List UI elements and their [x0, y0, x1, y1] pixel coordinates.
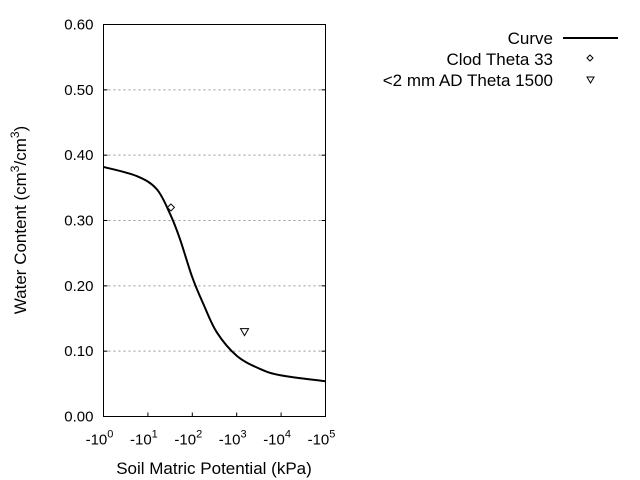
x-tick-label: -102	[174, 429, 202, 449]
y-tick-label: 0.10	[64, 343, 93, 360]
x-axis-label: Soil Matric Potential (kPa)	[116, 459, 312, 478]
x-tick-base: -10	[219, 432, 241, 449]
x-axis: -100 -101 -102 -103 -104 -105	[86, 412, 336, 449]
legend-diamond-icon	[586, 54, 594, 62]
grid	[103, 89, 326, 352]
y-label-sup: 3	[8, 165, 22, 172]
y-tick-label: 0.40	[64, 147, 93, 164]
legend: Curve Clod Theta 33 <2 mm AD Theta 1500	[383, 29, 618, 90]
x-tick-label: -100	[86, 429, 114, 449]
x-tick-base: -10	[130, 432, 152, 449]
y-tick-label: 0.30	[64, 213, 93, 230]
plot-frame	[103, 24, 326, 417]
x-tick-base: -10	[263, 432, 285, 449]
y-label-part: /cm	[11, 138, 30, 165]
curve-line	[103, 165, 326, 383]
x-tick-exp: 3	[240, 429, 246, 441]
y-label-part: Water Content (cm	[11, 172, 30, 314]
legend-label-clod: Clod Theta 33	[447, 50, 553, 69]
x-tick-label: -104	[263, 429, 291, 449]
x-tick-label: -103	[219, 429, 247, 449]
legend-triangle-icon	[586, 76, 595, 84]
legend-label-ad: <2 mm AD Theta 1500	[383, 71, 553, 90]
legend-label-curve: Curve	[508, 29, 553, 48]
x-tick-exp: 5	[329, 429, 335, 441]
y-axis-label: Water Content (cm3/cm3)	[8, 126, 30, 314]
series	[103, 165, 326, 383]
x-tick-exp: 1	[152, 429, 158, 441]
x-tick-exp: 2	[196, 429, 202, 441]
y-label-sup: 3	[8, 131, 22, 138]
y-tick-label: 0.50	[64, 82, 93, 99]
x-tick-base: -10	[174, 432, 196, 449]
y-label-part: )	[11, 126, 30, 132]
x-tick-label: -105	[308, 429, 336, 449]
x-tick-base: -10	[86, 432, 108, 449]
y-tick-label: 0.60	[64, 17, 93, 34]
y-tick-label: 0.00	[64, 409, 93, 426]
x-tick-exp: 4	[285, 429, 291, 441]
clod-theta-33-point	[166, 203, 176, 212]
y-tick-label: 0.20	[64, 278, 93, 295]
y-axis: 0.00 0.10 0.20 0.30 0.40 0.50 0.60	[64, 17, 326, 426]
x-tick-exp: 0	[107, 429, 113, 441]
ad-theta-1500-point	[239, 328, 250, 337]
x-tick-base: -10	[308, 432, 330, 449]
x-tick-label: -101	[130, 429, 158, 449]
